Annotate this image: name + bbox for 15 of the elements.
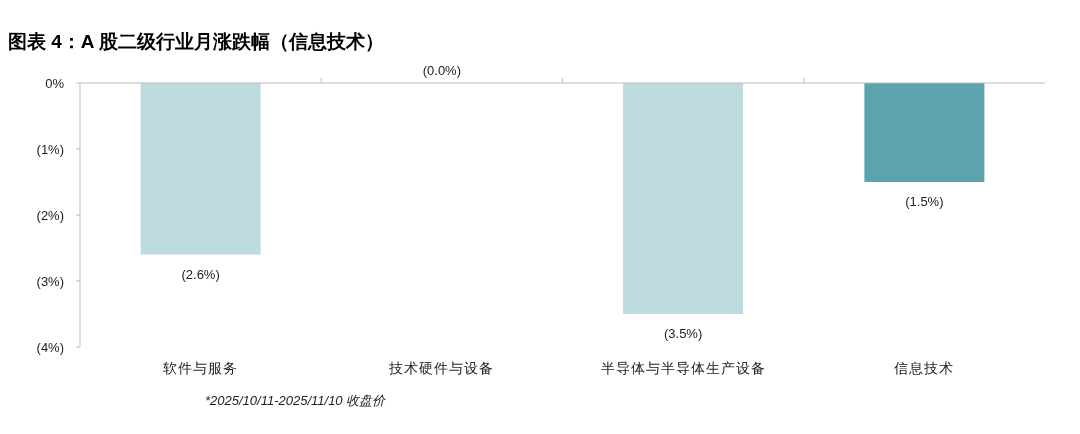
- data-label: (0.0%): [422, 63, 462, 78]
- y-tick-label: (4%): [36, 340, 64, 355]
- text: *2025/10/11-2025/11/10 收盘价: [205, 393, 387, 408]
- y-tick-label: (1%): [36, 142, 64, 157]
- data-label: (2.6%): [181, 266, 220, 282]
- y-tick-label: (3%): [36, 274, 64, 289]
- chart-title: 图表 4：A 股二级行业月涨跌幅（信息技术）: [8, 31, 385, 52]
- x-tick-label: 技术硬件与设备: [388, 360, 495, 376]
- x-tick-label: 信息技术: [894, 360, 955, 376]
- data-label: (3.5%): [663, 326, 703, 341]
- y-tick-label: 0%: [45, 76, 65, 91]
- x-tick-label: 软件与服务: [163, 360, 239, 376]
- x-tick-label: 半导体与半导体生产设备: [600, 360, 766, 376]
- data-label: (1.5%): [905, 194, 944, 209]
- y-tick-label: (2%): [36, 208, 64, 223]
